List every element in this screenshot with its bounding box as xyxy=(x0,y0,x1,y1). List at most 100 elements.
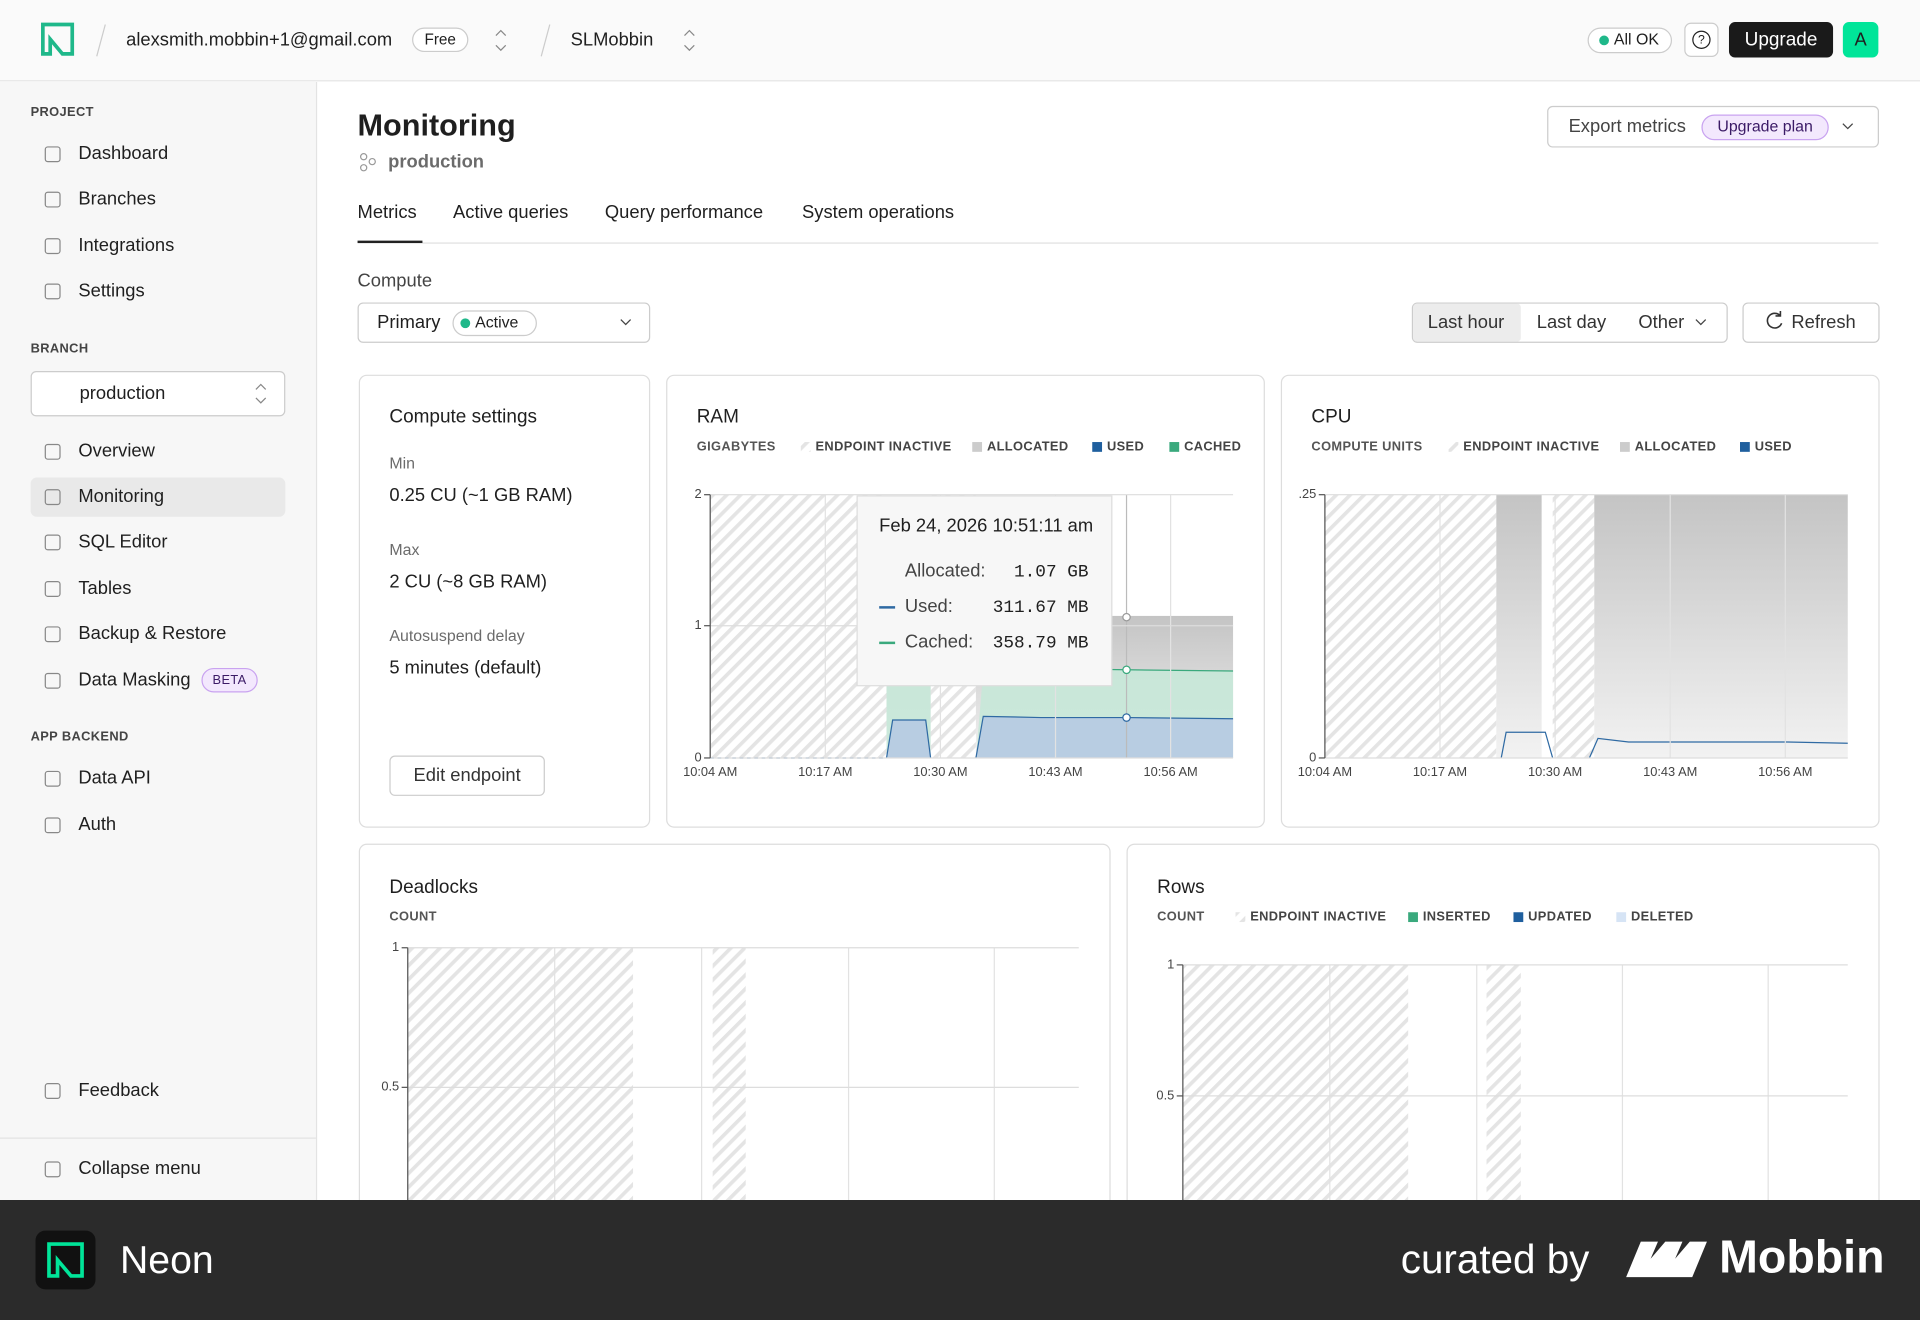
used-line xyxy=(1500,731,1848,759)
nav-icon xyxy=(44,146,61,163)
chevron xyxy=(620,319,632,326)
edit-button[interactable] xyxy=(389,755,545,796)
upgrade-plan: Upgrade plan xyxy=(1717,119,1813,136)
legend-swatch xyxy=(972,442,983,452)
legend-label: ENDPOINT INACTIVE xyxy=(1463,438,1599,453)
nav-icon xyxy=(44,1161,61,1178)
sep xyxy=(540,24,551,57)
chevrons[interactable] xyxy=(495,29,507,52)
nav-item[interactable]: Integrations xyxy=(78,234,174,255)
help-button[interactable] xyxy=(1684,22,1719,57)
y-tick-label: 0.5 xyxy=(381,1079,399,1094)
inactive-area xyxy=(1324,494,1497,758)
legend-swatch xyxy=(1448,442,1459,452)
range-option[interactable]: Other xyxy=(1638,311,1684,332)
point xyxy=(1122,612,1131,622)
nav-item[interactable]: Auth xyxy=(78,813,116,834)
feedback[interactable]: Feedback xyxy=(78,1079,159,1100)
inactive-area xyxy=(407,947,634,1201)
brand: Mobbin xyxy=(1719,1230,1884,1282)
nav-item[interactable]: Tables xyxy=(78,577,131,598)
branch-icon xyxy=(360,153,368,161)
nav-item[interactable]: Monitoring xyxy=(78,485,164,506)
nav-item[interactable]: Backup & Restore xyxy=(78,622,226,643)
legend-label: ALLOCATED xyxy=(987,438,1069,453)
legend-swatch xyxy=(1616,912,1627,923)
nav-item[interactable]: Settings xyxy=(78,279,144,300)
x-tick-label: 10:04 AM xyxy=(683,764,737,779)
upgrade-pill xyxy=(1701,114,1829,141)
nav-item[interactable]: Dashboard xyxy=(78,142,168,163)
tab[interactable]: Active queries xyxy=(453,201,568,222)
mobbin-logo xyxy=(1626,1241,1707,1278)
point xyxy=(1122,665,1131,675)
nav-item[interactable]: Data API xyxy=(78,767,150,788)
used-line xyxy=(885,715,1234,759)
app-icon xyxy=(35,1230,96,1290)
legend-swatch xyxy=(800,442,811,452)
nav-icon xyxy=(44,817,61,834)
plan-pill xyxy=(412,27,469,53)
collapse[interactable]: Collapse menu xyxy=(78,1157,200,1178)
legend-label: USED xyxy=(1755,438,1792,453)
range-option[interactable]: Last day xyxy=(1537,311,1607,332)
avatar-letter: A xyxy=(1854,28,1867,49)
active-dot xyxy=(460,318,471,329)
nav-icon xyxy=(44,1083,61,1099)
range-selected xyxy=(1413,303,1521,342)
nav-item[interactable]: Overview xyxy=(78,440,155,461)
inactive-area xyxy=(1486,964,1521,1201)
upgrade-button[interactable] xyxy=(1728,22,1834,58)
status-pill[interactable] xyxy=(1587,27,1673,54)
account[interactable]: alexsmith.mobbin+1@gmail.com xyxy=(126,28,392,49)
tab[interactable]: System operations xyxy=(802,201,954,222)
refresh-icon xyxy=(1766,311,1783,329)
card xyxy=(358,374,651,828)
status: All OK xyxy=(1614,32,1659,49)
project[interactable]: SLMobbin xyxy=(571,28,654,49)
nav-icon xyxy=(44,581,61,597)
tooltip-value: 311.67 MB xyxy=(993,598,1089,618)
chevrons[interactable] xyxy=(684,29,695,52)
legend-label: CACHED xyxy=(1184,438,1241,453)
chart-unit: GIGABYTES xyxy=(697,438,776,453)
x-tick-label: 10:17 AM xyxy=(798,764,852,779)
card-title: Compute settings xyxy=(389,407,537,428)
tooltip-value: 1.07 GB xyxy=(1014,563,1089,583)
nav-item[interactable]: Data Masking xyxy=(78,669,190,690)
tooltip xyxy=(856,495,1113,687)
field-value: 2 CU (~8 GB RAM) xyxy=(389,571,547,592)
footer xyxy=(0,1200,1920,1320)
tooltip-value: 358.79 MB xyxy=(993,634,1089,654)
allocated-area xyxy=(1594,494,1848,758)
nav-item[interactable]: Branches xyxy=(78,187,156,208)
avatar[interactable] xyxy=(1842,22,1879,58)
refresh: Refresh xyxy=(1791,311,1855,332)
page-title: Monitoring xyxy=(358,108,516,142)
chart-unit: COUNT xyxy=(389,909,436,924)
y-tick-label: 1 xyxy=(1167,956,1174,971)
field-value: 0.25 CU (~1 GB RAM) xyxy=(389,484,572,505)
app-name: Neon xyxy=(120,1239,214,1282)
x-tick-label: 10:04 AM xyxy=(1298,764,1352,779)
range-option[interactable]: Last hour xyxy=(1428,311,1505,332)
nav-icon xyxy=(44,443,61,460)
branch-icon xyxy=(360,164,368,172)
branch-select[interactable] xyxy=(30,371,286,417)
legend-swatch xyxy=(1408,912,1418,923)
tab[interactable]: Metrics xyxy=(358,201,417,222)
nav-icon xyxy=(44,489,61,506)
legend-label: UPDATED xyxy=(1528,909,1592,924)
active-pill xyxy=(452,310,537,337)
used-area xyxy=(886,716,1234,758)
chevron xyxy=(1842,123,1854,130)
nav-item[interactable]: SQL Editor xyxy=(78,530,167,551)
legend-swatch xyxy=(1740,442,1750,452)
upgrade: Upgrade xyxy=(1745,29,1818,50)
tooltip-label: Allocated: xyxy=(905,560,986,581)
nav-heading: BRANCH xyxy=(31,340,89,355)
nav: PROJECT Dashboard Branches Integrations Sett… xyxy=(0,104,316,1178)
plan: Free xyxy=(424,31,455,48)
tab[interactable]: Query performance xyxy=(605,201,763,222)
chart-title: Deadlocks xyxy=(389,877,478,898)
